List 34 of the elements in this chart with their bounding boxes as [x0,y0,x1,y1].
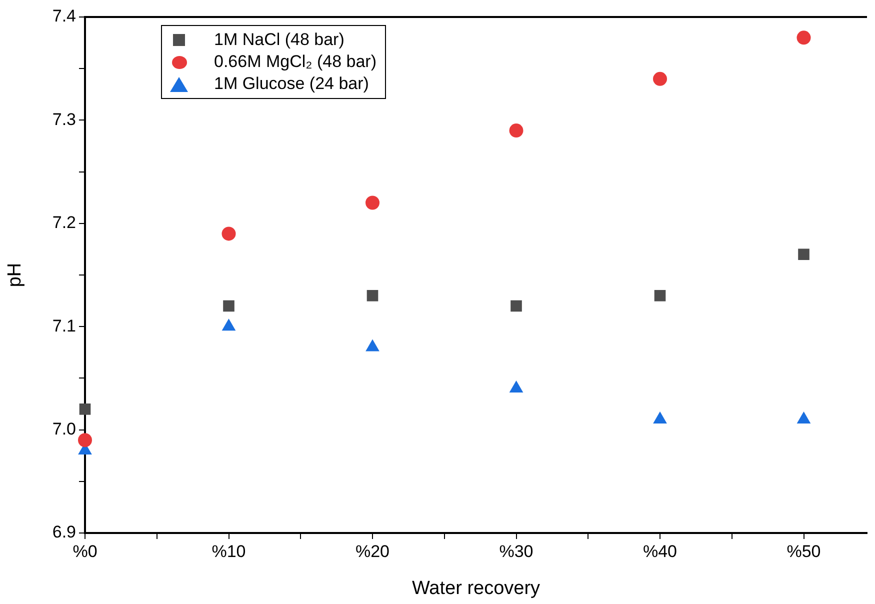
legend-label: 0.66M MgCl₂ (48 bar) [214,52,376,72]
point [78,433,92,448]
point [510,300,522,312]
point [796,30,811,45]
point [653,72,667,86]
y-tick-label: 7.2 [52,213,76,232]
y-tick-label: 6.9 [52,522,76,542]
point [223,300,234,312]
point [366,339,380,352]
point [222,226,236,241]
point [653,411,667,424]
x-tick-label: %40 [642,542,678,561]
point [654,290,666,302]
point [79,404,91,415]
y-tick-label: 7.3 [52,110,76,129]
legend-label: 1M NaCl (48 bar) [214,30,344,50]
y-tick-label: 7.1 [52,316,76,336]
point [366,290,378,302]
x-tick-label: %10 [212,542,246,561]
x-tick-label: %0 [72,542,98,561]
y-tick-label: 7.0 [52,419,76,438]
point [509,124,524,138]
x-tick-label: %50 [786,542,821,561]
x-axis-title: Water recovery [412,578,541,599]
point [796,411,811,424]
y-tick-label: 7.4 [52,6,76,26]
x-tick-label: %20 [355,542,390,561]
point [366,196,380,210]
y-axis-title: pH [4,262,26,288]
legend-label: 1M Glucose (24 bar) [214,74,369,94]
point [509,380,524,393]
point [798,248,810,260]
point [222,318,236,331]
x-tick-label: %30 [499,542,534,561]
